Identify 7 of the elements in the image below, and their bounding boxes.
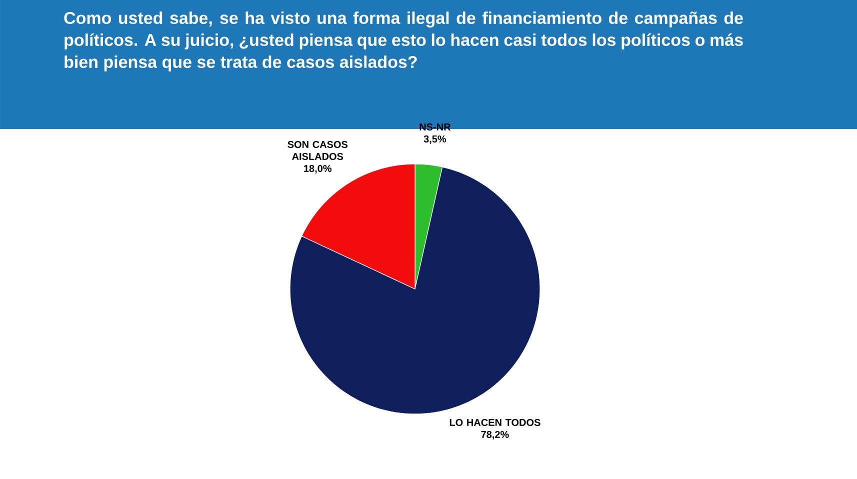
slice-label: LO HACEN TODOS	[450, 418, 540, 426]
data-label: 18,0%	[304, 164, 332, 174]
data-label: 78,2%	[481, 430, 509, 440]
chart-title: Como usted sabe, se ha visto una forma ilegal de financiamiento de campañas de políticos. A su juicio, ¿usted piensa que esto lo hacen casi todos los políticos o más bien piensa que se trata de casos aislados?	[64, 12, 743, 72]
slice-label: NS-NR	[420, 123, 451, 130]
data-label: 3,5%	[424, 135, 446, 144]
slice-label: SON CASOS AISLADOS	[288, 140, 348, 160]
